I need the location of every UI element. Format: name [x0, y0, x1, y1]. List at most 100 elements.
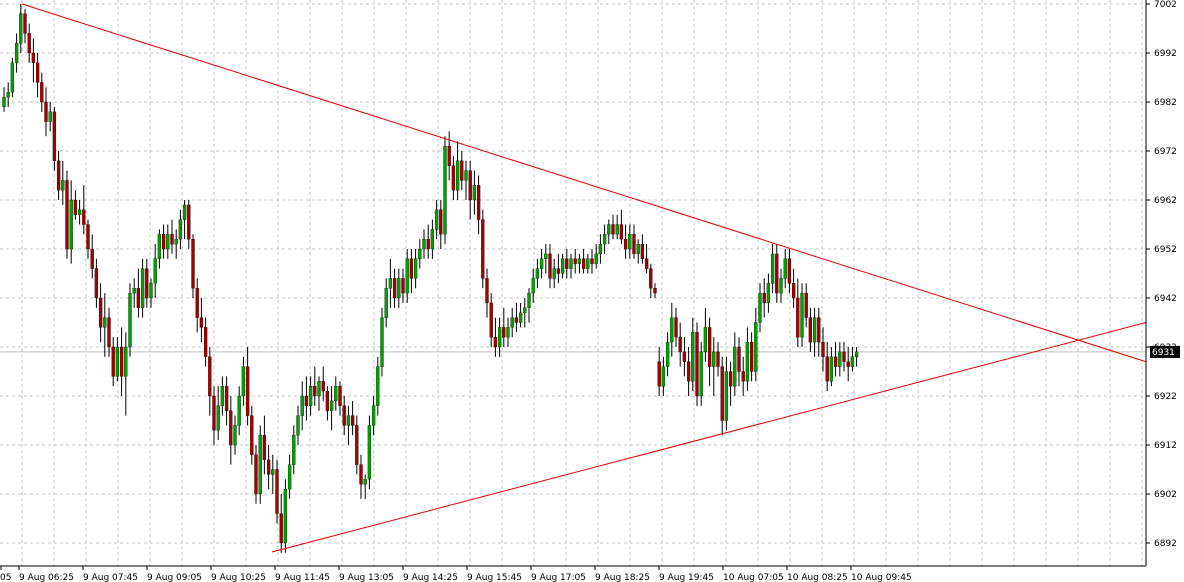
- candle-body: [103, 317, 107, 328]
- candle-body: [2, 96, 6, 108]
- candle-body: [716, 351, 720, 367]
- candle-body: [283, 488, 288, 544]
- candle-body: [170, 234, 174, 245]
- candle-body: [350, 415, 355, 426]
- candle-body: [586, 258, 590, 269]
- candle-body: [770, 253, 775, 284]
- candle-body: [556, 268, 561, 274]
- candle-body: [825, 356, 829, 382]
- candle-body: [409, 258, 414, 279]
- candle-body: [430, 229, 435, 250]
- candle-body: [195, 288, 199, 318]
- candle-body: [674, 317, 678, 338]
- candle-body: [560, 258, 565, 274]
- candle-body: [287, 464, 292, 490]
- candle-body: [628, 234, 632, 250]
- trendline: [271, 322, 1147, 553]
- candle-body: [300, 395, 304, 416]
- candle-body: [203, 327, 208, 357]
- candle-body: [422, 239, 426, 250]
- x-tick-label: 9 Aug 13:05: [339, 573, 394, 582]
- candle-body: [657, 361, 661, 387]
- candle-body: [590, 258, 594, 264]
- candle-body: [132, 288, 136, 294]
- candle-body: [119, 346, 124, 377]
- candle-body: [783, 258, 787, 279]
- candle-body: [569, 258, 573, 269]
- candle-body: [846, 361, 850, 367]
- x-tick-label: 9 Aug 09:05: [147, 573, 202, 582]
- x-tick-label: 9 Aug 06:25: [19, 573, 74, 582]
- candle-body: [531, 278, 535, 294]
- candle-body: [493, 337, 498, 348]
- candle-body: [573, 258, 577, 264]
- candle-body: [266, 459, 271, 475]
- candle-body: [468, 170, 472, 201]
- candle-body: [481, 219, 485, 279]
- candle-body: [279, 513, 283, 544]
- candle-body: [23, 13, 27, 34]
- candle-body: [636, 243, 640, 255]
- candle-body: [460, 160, 464, 181]
- candle-body: [619, 224, 624, 240]
- candle-body: [787, 258, 792, 284]
- candle-body: [661, 366, 666, 387]
- candle-body: [791, 283, 796, 299]
- candle-body: [640, 243, 645, 259]
- candle-body: [73, 199, 78, 215]
- candle-body: [548, 253, 552, 279]
- candle-body: [451, 165, 456, 191]
- candle-body: [166, 234, 170, 250]
- x-tick-label: 9 Aug 11:45: [275, 573, 330, 582]
- candle-body: [720, 366, 724, 421]
- candle-body: [48, 111, 52, 122]
- candle-body: [86, 224, 90, 250]
- candle-body: [296, 415, 300, 436]
- candle-body: [476, 185, 481, 220]
- candle-body: [224, 386, 229, 411]
- candle-body: [258, 435, 262, 495]
- candle-body: [220, 386, 225, 406]
- candle-body: [762, 292, 766, 304]
- candle-body: [724, 371, 729, 421]
- candle-body: [581, 258, 586, 269]
- candle-body: [472, 185, 477, 201]
- x-tick-label: 10 Aug 07:05: [723, 573, 784, 582]
- candle-body: [812, 317, 817, 343]
- candle-body: [527, 292, 531, 308]
- candle-body: [699, 351, 703, 397]
- candle-body: [401, 278, 405, 294]
- candle-body: [27, 33, 31, 54]
- candle-body: [262, 435, 267, 460]
- candle-body: [464, 170, 468, 181]
- candle-body: [367, 425, 372, 480]
- candle-body: [376, 366, 380, 406]
- candle-body: [733, 346, 737, 387]
- candle-body: [77, 209, 82, 215]
- candle-body: [342, 405, 346, 426]
- candle-body: [443, 145, 447, 235]
- candle-body: [241, 366, 246, 397]
- x-tick-label: 9 Aug 10:25: [211, 573, 266, 582]
- candle-body: [649, 268, 653, 289]
- candle-body: [161, 234, 166, 250]
- candle-body: [506, 327, 510, 338]
- candle-body: [313, 386, 317, 397]
- candle-body: [392, 278, 397, 299]
- candle-body: [6, 92, 10, 98]
- candle-body: [19, 13, 23, 44]
- candle-body: [14, 43, 19, 63]
- candle-body: [254, 454, 258, 495]
- candle-body: [153, 258, 157, 284]
- chart-frame: [0, 0, 1147, 567]
- candle-body: [174, 239, 178, 245]
- candle-body: [439, 209, 443, 235]
- candle-body: [745, 341, 750, 382]
- candle-body: [82, 209, 86, 225]
- x-tick-label: 10 Aug 09:45: [851, 573, 912, 582]
- candle-body: [199, 317, 204, 328]
- candle-body: [749, 341, 754, 372]
- candle-body: [552, 268, 556, 279]
